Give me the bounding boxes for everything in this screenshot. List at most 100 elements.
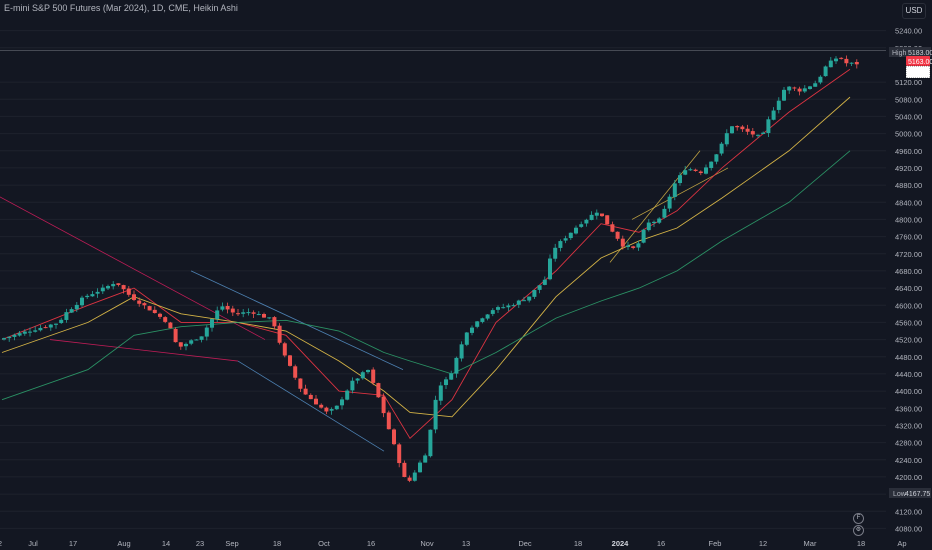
candle-body <box>158 313 162 317</box>
candle-body <box>454 357 459 374</box>
candle-body <box>704 167 708 174</box>
candle-body <box>2 338 6 340</box>
candle-body <box>246 312 251 314</box>
candle-body <box>553 247 558 259</box>
candle-body <box>693 169 698 171</box>
price-axis-label: 4480.00 <box>895 353 922 362</box>
candle-body <box>241 312 246 314</box>
price-axis-label: 4800.00 <box>895 215 922 224</box>
candle-body <box>506 305 511 308</box>
candle-body <box>256 314 261 316</box>
candle-body <box>116 283 121 285</box>
candle-body <box>714 154 719 162</box>
candle-body <box>397 444 402 464</box>
candle-body <box>834 58 838 62</box>
currency-button[interactable]: USD <box>902 3 926 19</box>
candle-body <box>776 100 781 110</box>
candle-body <box>423 455 428 463</box>
candle-body <box>360 372 365 379</box>
candle-body <box>496 307 500 310</box>
candle-body <box>282 343 287 356</box>
candle-body <box>371 369 376 383</box>
candle-body <box>355 378 360 381</box>
candle-body <box>184 343 188 347</box>
candle-body <box>262 314 266 318</box>
candle-body <box>839 57 844 59</box>
last-price-badge: 5163.00 <box>908 59 932 66</box>
time-axis-label: 17 <box>69 539 77 548</box>
settings-icon[interactable]: ⚙ <box>853 525 864 536</box>
high-label: High <box>892 50 907 57</box>
candle-body <box>220 306 225 310</box>
candle-body <box>823 66 828 77</box>
candle-body <box>314 398 318 405</box>
high-value: 5183.00 <box>908 50 932 57</box>
candle-body <box>230 308 235 313</box>
candle-body <box>626 245 630 247</box>
candle-body <box>121 285 126 290</box>
candle-body <box>366 369 370 373</box>
candle-body <box>641 229 646 243</box>
candle-body <box>735 126 740 128</box>
candle-body <box>111 284 116 287</box>
candle-body <box>698 171 703 174</box>
trendline-blue-2 <box>190 270 404 370</box>
price-axis-label: 4320.00 <box>895 421 922 430</box>
time-axis-label: Sep <box>225 539 238 548</box>
f-icon[interactable]: F <box>853 513 864 524</box>
candle-body <box>54 323 58 325</box>
candle-body <box>688 169 693 171</box>
candle-body <box>792 87 797 89</box>
price-axis-label: 4400.00 <box>895 387 922 396</box>
candle-body <box>329 409 334 411</box>
candle-body <box>464 332 469 345</box>
price-axis-label: 4200.00 <box>895 473 922 482</box>
candle-body <box>730 126 734 134</box>
candle-body <box>683 170 688 175</box>
low-value: 4167.75 <box>905 491 930 498</box>
candle-body <box>173 328 178 343</box>
candle-body <box>444 379 448 386</box>
candle-body <box>298 378 303 389</box>
candle-body <box>178 342 183 347</box>
candle-body <box>615 231 620 239</box>
price-axis-label: 4760.00 <box>895 233 922 242</box>
candle-body <box>849 62 854 64</box>
time-axis-label: 16 <box>657 539 665 548</box>
candle-body <box>662 208 667 218</box>
candle-body <box>407 477 412 481</box>
time-axis-label: Aug <box>117 539 130 548</box>
candle-body <box>709 161 714 168</box>
time-axis-label: 18 <box>574 539 582 548</box>
candle-body <box>844 58 849 64</box>
low-label: Low <box>893 491 907 498</box>
candle-body <box>38 327 43 331</box>
candle-body <box>350 380 355 391</box>
candle-body <box>636 243 641 248</box>
time-axis-label: Nov <box>420 539 434 548</box>
candle-body <box>678 175 682 184</box>
price-axis-label: 4560.00 <box>895 318 922 327</box>
candle-body <box>745 128 750 132</box>
candle-body <box>480 318 485 322</box>
candle-body <box>340 399 344 406</box>
candle-body <box>516 300 521 305</box>
price-axis-label: 4360.00 <box>895 404 922 413</box>
time-axis-label: 23 <box>196 539 204 548</box>
candle-body <box>594 212 599 216</box>
candle-body <box>667 196 672 209</box>
price-axis-label: 4440.00 <box>895 370 922 379</box>
candle-body <box>646 222 651 231</box>
candle-body <box>152 309 157 314</box>
price-axis-label: 4600.00 <box>895 301 922 310</box>
candle-body <box>251 312 256 314</box>
candle-body <box>402 462 407 478</box>
candle-body <box>433 399 438 430</box>
candle-body <box>189 340 194 344</box>
candle-body <box>7 336 12 339</box>
candle-body <box>532 289 537 297</box>
candle-body <box>386 412 391 430</box>
candle-body <box>854 61 859 65</box>
price-axis-label: 4960.00 <box>895 147 922 156</box>
